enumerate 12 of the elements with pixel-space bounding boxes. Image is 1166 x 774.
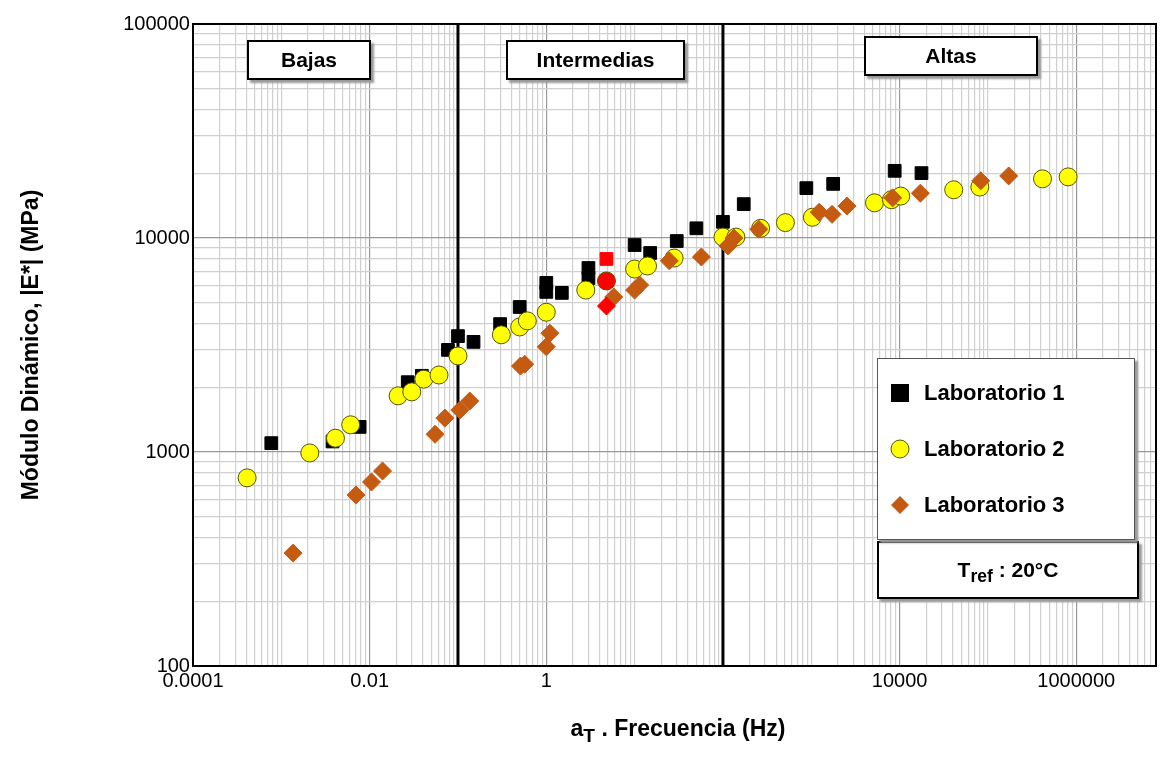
legend-label: Laboratorio 3 [924, 492, 1065, 518]
y-tick-label: 10000 [134, 225, 190, 248]
x-tick-label: 10000 [871, 668, 928, 691]
x-tick-label: 1000000 [1037, 668, 1116, 691]
x-tick-label: 1 [540, 668, 552, 691]
x-axis-title: a$_{T}$ . Frecuencia (Hz) [570, 715, 786, 747]
y-tick-label: 1000 [145, 439, 190, 462]
y-tick-label: 100000 [123, 11, 190, 34]
x-tick-label: 0.01 [350, 668, 390, 691]
legend-label: Laboratorio 1 [924, 380, 1065, 406]
legend-label: Laboratorio 2 [924, 436, 1065, 462]
y-axis-title: Módulo Dinámico, |E*| (MPa) [16, 189, 44, 501]
